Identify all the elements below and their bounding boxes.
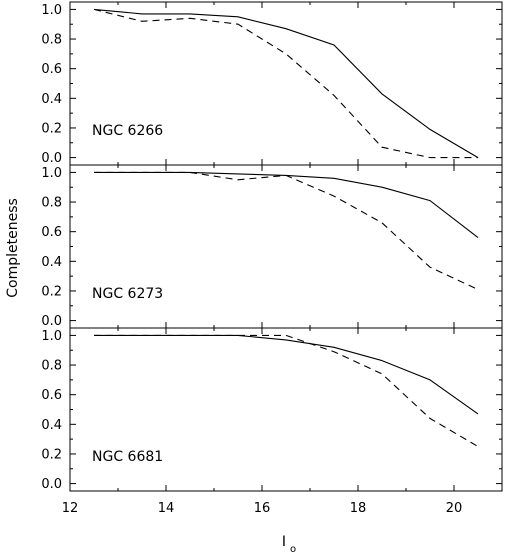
panel-3: 0.0 0.2 0.4 0.6 0.8 1.0 NGC 6681 [41,327,503,492]
solid-series-line [94,171,479,239]
y-tick-label: 0.2 [41,284,62,299]
dashed-series-line [94,171,479,290]
y-tick-label: 0.4 [41,92,62,107]
y-tick-label: 0.4 [41,255,62,270]
panel-frame [69,327,503,492]
y-tick-label: 0.0 [41,477,62,492]
x-tick-label: 16 [254,501,271,516]
y-tick-label: 1.0 [41,3,62,18]
solid-series-line [94,334,479,415]
y-tick-label: 0.4 [41,418,62,433]
x-axis-title-main: I [282,534,286,550]
panel-label: NGC 6266 [92,123,163,139]
y-tick-label: 0.2 [41,121,62,136]
y-tick-label: 0.0 [41,151,62,166]
y-tick-label: 0.8 [41,33,62,48]
x-axis-title-subscript: o [290,544,296,554]
x-tick-label: 12 [62,501,79,516]
y-axis-title: Completeness [5,198,21,298]
y-tick-label: 0.6 [41,388,62,403]
solid-series-line [93,8,479,159]
panel-2: 0.0 0.2 0.4 0.6 0.8 1.0 NGC 6273 [41,164,503,329]
y-tick-label: 0.6 [41,62,62,77]
y-tick-label: 0.6 [41,225,62,240]
y-tick-label: 0.8 [41,196,62,211]
x-tick-label: 20 [446,501,463,516]
x-tick-label: 14 [158,501,175,516]
x-axis-title: I o [282,534,296,554]
x-tick-label: 18 [350,501,367,516]
dashed-series-line [94,334,479,447]
dashed-series-line [93,8,478,159]
panel-label: NGC 6273 [92,286,163,302]
y-tick-label: 1.0 [41,329,62,344]
panel-frame [69,1,503,166]
panel-label: NGC 6681 [92,449,163,465]
y-tick-label: 1.0 [41,166,62,181]
y-tick-label: 0.0 [41,314,62,329]
y-tick-label: 0.2 [41,447,62,462]
panel-frame [69,164,503,329]
x-tick-labels: 12 14 16 18 20 [62,501,463,516]
panel-1: 0.0 0.2 0.4 0.6 0.8 1.0 NGC 6266 [41,1,503,166]
y-tick-label: 0.8 [41,359,62,374]
